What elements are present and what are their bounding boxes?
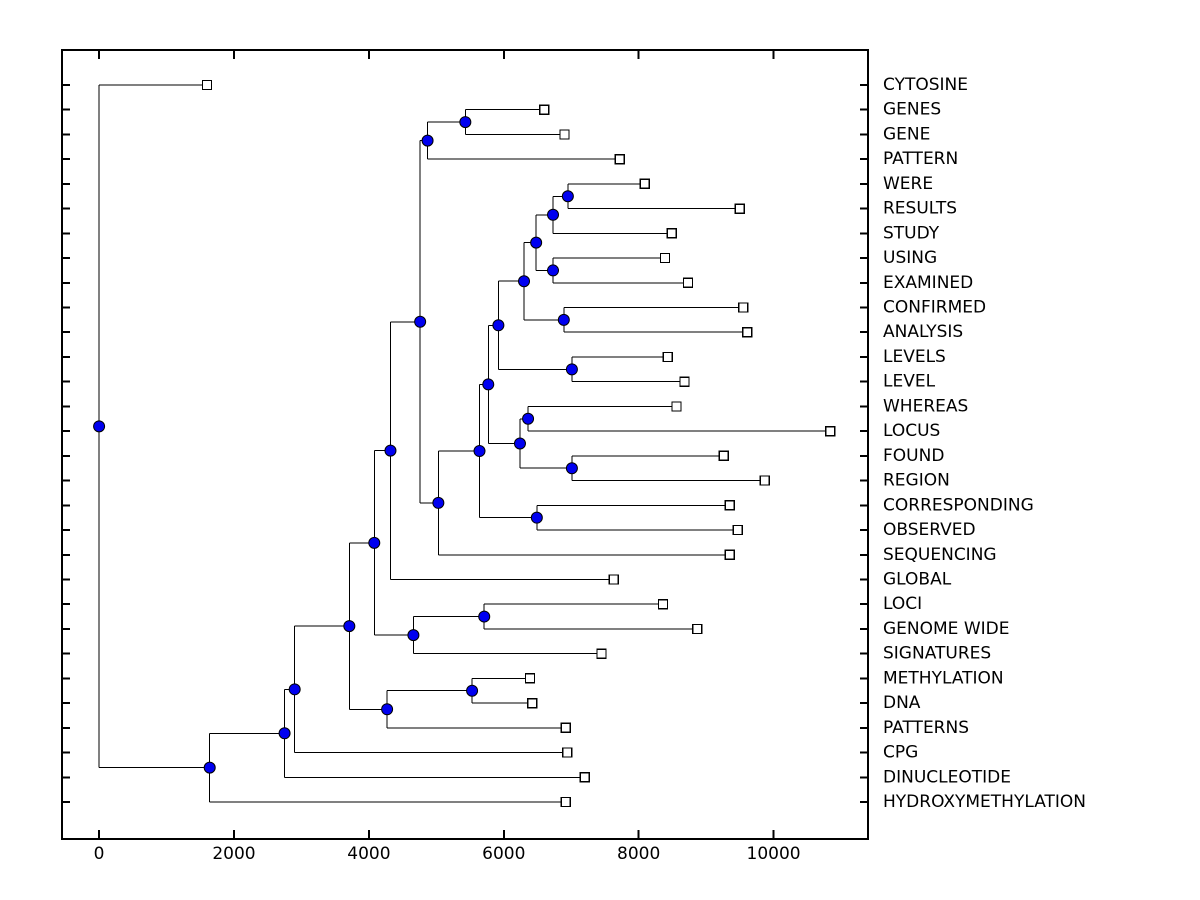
internal-node-marker <box>93 420 106 433</box>
x-tick-label: 0 <box>94 844 105 864</box>
internal-node-marker <box>414 315 427 328</box>
internal-node-marker <box>513 437 526 450</box>
leaf-label-signatures: SIGNATURES <box>883 644 991 664</box>
leaf-label-genes: GENES <box>883 100 941 120</box>
leaf-label-levels: LEVELS <box>883 347 946 367</box>
leaf-marker-study <box>666 228 677 239</box>
internal-node-marker <box>381 703 394 716</box>
leaf-label-methylation: METHYLATION <box>883 668 1004 688</box>
leaf-label-locus: LOCUS <box>883 421 940 441</box>
internal-node-marker <box>368 536 381 549</box>
leaf-label-whereas: WHEREAS <box>883 396 968 416</box>
internal-node-marker <box>565 363 578 376</box>
internal-node-marker <box>278 727 291 740</box>
leaf-marker-gene <box>559 129 570 140</box>
x-tick-label: 8000 <box>617 844 660 864</box>
leaf-marker-found <box>718 450 729 462</box>
leaf-marker-analysis <box>742 327 753 338</box>
internal-node-marker <box>530 511 543 524</box>
x-tick-label: 2000 <box>212 844 255 864</box>
internal-node-marker <box>565 462 578 475</box>
leaf-label-observed: OBSERVED <box>883 520 976 540</box>
internal-node-marker <box>557 313 570 326</box>
internal-node-marker <box>288 683 301 696</box>
leaf-marker-hydroxymethylation <box>560 796 571 808</box>
leaf-label-genome-wide: GENOME WIDE <box>883 619 1009 639</box>
internal-node-marker <box>561 190 574 203</box>
leaf-label-sequencing: SEQUENCING <box>883 545 997 565</box>
leaf-marker-loci <box>657 599 669 610</box>
leaf-marker-dna <box>526 697 538 709</box>
leaf-label-found: FOUND <box>883 446 944 466</box>
internal-node-marker <box>482 378 495 391</box>
leaf-label-region: REGION <box>883 471 950 491</box>
leaf-label-corresponding: CORRESPONDING <box>883 495 1034 515</box>
internal-node-marker <box>547 208 560 221</box>
leaf-marker-genes <box>539 104 550 115</box>
leaf-marker-sequencing <box>724 549 735 560</box>
internal-node-marker <box>407 629 420 642</box>
leaf-marker-levels <box>662 351 673 363</box>
internal-node-marker <box>518 275 531 288</box>
leaf-marker-dinucleotide <box>579 772 590 783</box>
leaf-marker-region <box>759 475 770 486</box>
leaf-label-using: USING <box>883 248 937 268</box>
internal-node-marker <box>522 412 535 425</box>
leaf-marker-cpg <box>562 747 573 758</box>
x-tick-label: 4000 <box>347 844 390 864</box>
leaf-label-were: WERE <box>883 174 933 194</box>
internal-node-marker <box>459 116 472 129</box>
internal-node-marker <box>473 445 486 458</box>
leaf-marker-level <box>679 376 690 387</box>
leaf-label-results: RESULTS <box>883 199 957 219</box>
internal-node-marker <box>492 319 505 332</box>
leaf-marker-corresponding <box>724 500 735 511</box>
leaf-label-level: LEVEL <box>883 372 936 392</box>
plot-box <box>61 49 869 840</box>
leaf-marker-examined <box>682 277 694 288</box>
leaf-label-study: STUDY <box>883 223 940 243</box>
leaf-marker-cytosine <box>201 79 213 91</box>
internal-node-marker <box>203 761 216 774</box>
leaf-label-cytosine: CYTOSINE <box>883 75 968 95</box>
internal-node-marker <box>466 684 479 697</box>
leaf-label-examined: EXAMINED <box>883 273 973 293</box>
leaf-label-pattern: PATTERN <box>883 149 958 169</box>
leaf-label-patterns: PATTERNS <box>883 718 969 738</box>
x-tick-label: 6000 <box>482 844 525 864</box>
leaf-marker-genome-wide <box>692 623 703 635</box>
leaf-label-global: GLOBAL <box>883 569 952 589</box>
leaf-label-dna: DNA <box>883 693 921 713</box>
x-tick-label: 10000 <box>747 844 801 864</box>
leaf-label-loci: LOCI <box>883 594 922 614</box>
leaf-label-hydroxymethylation: HYDROXYMETHYLATION <box>883 792 1086 812</box>
leaf-marker-results <box>734 203 745 214</box>
leaf-marker-methylation <box>524 673 536 684</box>
leaf-marker-confirmed <box>738 302 749 313</box>
internal-node-marker <box>343 620 356 633</box>
leaf-marker-whereas <box>671 401 682 412</box>
leaf-marker-pattern <box>614 154 625 165</box>
internal-node-marker <box>384 444 397 457</box>
leaf-marker-were <box>639 178 650 190</box>
leaf-label-gene: GENE <box>883 124 930 144</box>
leaf-label-dinucleotide: DINUCLEOTIDE <box>883 767 1011 787</box>
leaf-label-confirmed: CONFIRMED <box>883 298 986 318</box>
leaf-marker-global <box>608 574 619 585</box>
leaf-label-cpg: CPG <box>883 743 918 763</box>
internal-node-marker <box>478 610 491 623</box>
leaf-marker-observed <box>732 524 743 536</box>
internal-node-marker <box>432 496 445 509</box>
leaf-marker-patterns <box>560 722 571 733</box>
leaf-marker-using <box>659 252 671 264</box>
leaf-marker-locus <box>825 425 836 437</box>
internal-node-marker <box>421 134 434 147</box>
internal-node-marker <box>530 236 543 249</box>
leaf-marker-signatures <box>596 648 607 659</box>
internal-node-marker <box>547 264 560 277</box>
leaf-label-analysis: ANALYSIS <box>883 322 963 342</box>
